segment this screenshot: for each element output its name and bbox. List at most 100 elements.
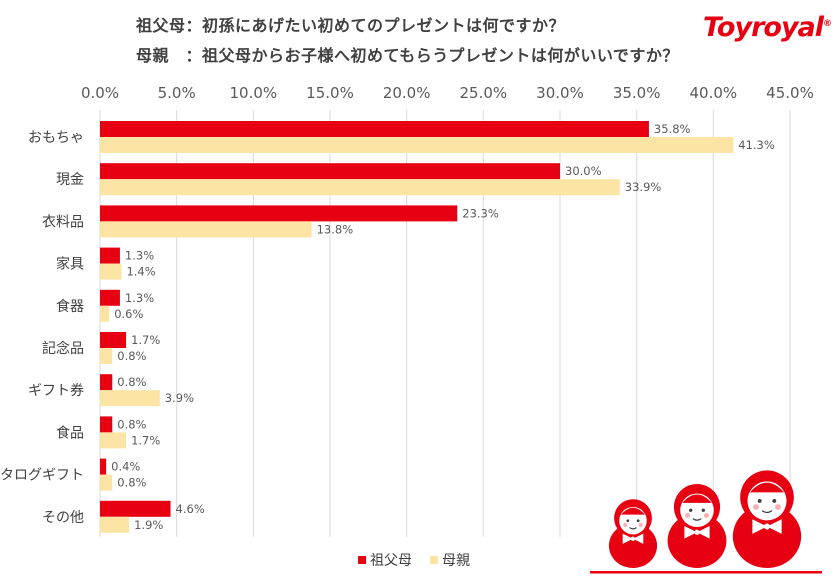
data-label-grandparent: 35.8% [654,122,691,136]
doll-eye [772,498,777,503]
doll-bow-knot [763,523,771,530]
data-label-mother: 1.4% [126,265,155,279]
bar-grandparent [100,332,127,348]
doll-hair [620,507,646,515]
doll-bow-knot [630,536,636,541]
category-label: ギフト券 [28,383,84,399]
category-label: その他 [42,510,84,526]
bar-grandparent [100,416,113,433]
x-tick-label: 10.0% [230,84,278,102]
category-label: 食品 [56,424,84,441]
data-label-mother: 13.8% [317,222,354,236]
doll-cheek [623,522,628,528]
data-label-grandparent: 0.4% [111,460,140,474]
category-label: おもちゃ [28,130,84,146]
doll-cheek [685,512,691,519]
doll-mouth [692,518,702,521]
bar-mother [100,263,122,280]
logo-text: Toyroyal [703,12,824,43]
doll-floor-line [590,571,822,574]
bar-grandparent [100,374,113,391]
category-label: 家具 [56,256,84,273]
chart-title-grandparents: 祖父母：初孫にあげたい初めてのプレゼントは何ですか？ [136,16,566,35]
bar-grandparent [100,458,107,475]
bar-mother [100,348,113,364]
doll-cheek [775,504,781,510]
data-label-mother: 0.6% [114,307,143,321]
legend: 祖父母 母親 [358,553,470,569]
toyroyal-logo: Toyroyal® [703,12,832,43]
data-label-mother: 3.9% [165,391,194,405]
bar-grandparent [100,205,458,222]
x-tick-label: 35.0% [613,84,661,102]
x-axis-ticks: 0.0% 5.0% 10.0% 15.0% 20.0% 25.0% 30.0% 35.0% 40… [81,84,814,102]
legend-swatch-grandparent [358,556,366,564]
x-tick-label: 20.0% [383,84,431,102]
data-label-mother: 41.3% [738,138,775,152]
chart-title-mothers: 母親 ：祖父母からお子様へ初めてもらうプレゼントは何がいいですか？ [136,46,679,65]
x-tick-label: 45.0% [766,84,814,102]
data-label-grandparent: 1.3% [125,249,154,263]
data-labels: 35.8% 41.3% 30.0% 33.9% 23.3% 13.8% 1.3% 1.4% 1.… [111,122,775,532]
bar-mother [100,305,110,322]
data-label-grandparent: 30.0% [565,164,602,178]
logo-registered-mark: ® [823,19,832,29]
data-label-mother: 1.7% [131,433,160,447]
bar-mother [100,179,620,196]
data-label-mother: 0.8% [117,476,146,490]
data-label-grandparent: 1.7% [131,333,160,347]
bar-mother [100,474,113,491]
data-label-grandparent: 0.8% [117,417,146,431]
category-label: 記念品 [42,340,84,357]
doll-cheek [753,504,759,510]
doll-eye [689,508,693,512]
doll-body [732,504,802,568]
data-label-grandparent: 23.3% [462,206,499,220]
data-label-grandparent: 4.6% [176,502,205,516]
category-label: カタログギフト [0,468,84,484]
x-tick-label: 0.0% [81,84,119,102]
data-label-grandparent: 0.8% [117,375,146,389]
doll-cheek [638,522,643,528]
doll [667,484,727,568]
bar-mother [100,137,734,153]
legend-label-mother: 母親 [442,553,470,569]
x-tick-label: 25.0% [460,84,508,102]
doll-eye [701,508,705,512]
data-label-mother: 1.9% [134,518,163,532]
doll-cheek [703,512,709,519]
x-tick-label: 30.0% [536,84,584,102]
doll [732,470,802,568]
x-tick-label: 40.0% [690,84,738,102]
x-tick-label: 5.0% [158,84,196,102]
doll [608,499,658,568]
category-labels: おもちゃ現金衣料品家具食器記念品ギフト券食品カタログギフトその他 [0,130,84,526]
legend-swatch-mother [430,556,438,564]
bar-grandparent [100,121,649,137]
data-label-mother: 0.8% [117,349,146,363]
data-label-grandparent: 1.3% [125,291,154,305]
category-label: 衣料品 [42,214,84,230]
doll-mouth [629,527,637,530]
doll-body [667,513,727,568]
doll-bow-knot [694,529,700,535]
doll-eye [757,498,762,503]
bar-grandparent [100,500,171,517]
bars [100,121,734,533]
doll-mouth [761,510,773,514]
category-label: 食器 [56,298,84,315]
doll-eye [636,519,640,523]
doll-body [608,523,658,568]
doll-hair [749,482,785,493]
x-tick-label: 15.0% [306,84,354,102]
bar-mother [100,390,160,407]
bar-mother [100,432,127,449]
doll-eye [626,519,630,523]
bar-mother [100,516,130,533]
bar-grandparent [100,289,120,306]
category-label: 現金 [56,172,84,188]
bar-mother [100,221,312,238]
matryoshka-dolls-icon [590,470,822,574]
